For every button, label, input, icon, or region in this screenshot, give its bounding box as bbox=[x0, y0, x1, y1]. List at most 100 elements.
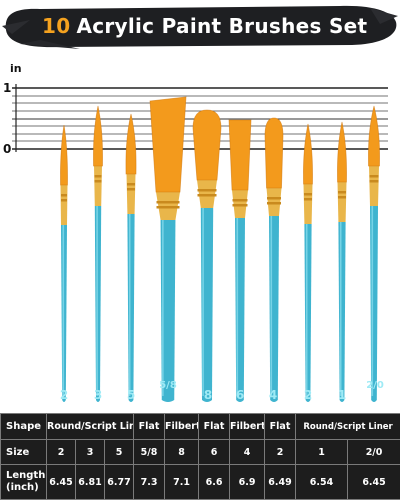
banner-title-text: Acrylic Paint Brushes Set bbox=[76, 14, 368, 38]
handle-highlight bbox=[270, 216, 273, 396]
length-header-line1: Length bbox=[6, 470, 46, 481]
brush-bristles bbox=[303, 124, 313, 184]
handle-highlight bbox=[96, 206, 98, 396]
shape-cell: Flat bbox=[264, 413, 297, 440]
size-header: Size bbox=[0, 439, 47, 465]
ferrule-crimp bbox=[94, 180, 102, 183]
brush-size-label: 5 bbox=[126, 388, 136, 402]
brush-handle bbox=[160, 220, 176, 402]
ferrule-crimp bbox=[127, 183, 135, 186]
title-banner: 10 Acrylic Paint Brushes Set bbox=[0, 0, 400, 52]
length-cell: 6.6 bbox=[198, 464, 231, 500]
ferrule-crimp bbox=[338, 191, 346, 194]
ferrule-crimp bbox=[267, 202, 281, 205]
handle-highlight bbox=[236, 218, 239, 396]
ferrule-crimp bbox=[127, 188, 135, 191]
ruler-unit-label: in bbox=[10, 62, 22, 75]
handle-highlight bbox=[62, 225, 65, 396]
bristle-outline bbox=[192, 109, 222, 181]
length-cell: 6.45 bbox=[347, 464, 400, 500]
size-cell: 5/8 bbox=[133, 439, 166, 465]
ferrule-crimp bbox=[369, 175, 379, 178]
bristle-outline bbox=[368, 105, 380, 167]
brush-bristles bbox=[150, 97, 186, 192]
size-cell: 8 bbox=[164, 439, 200, 465]
ferrule-crimp bbox=[197, 194, 217, 197]
brush-bristles bbox=[265, 118, 283, 188]
ruler bbox=[12, 84, 388, 152]
brush-bristles bbox=[193, 110, 221, 180]
ferrule-crimp bbox=[156, 201, 180, 204]
shape-cell: Flat bbox=[198, 413, 231, 440]
handle-highlight bbox=[128, 214, 131, 396]
brush-ferrule bbox=[303, 184, 313, 224]
bristle-outline bbox=[125, 113, 137, 175]
handle-highlight bbox=[305, 224, 308, 396]
brush-handle bbox=[370, 206, 378, 402]
ferrule-crimp bbox=[94, 175, 102, 178]
shape-header: Shape bbox=[0, 413, 47, 440]
ferrule-crimp bbox=[197, 189, 217, 192]
brush-handle bbox=[127, 214, 135, 402]
shape-cell: Filbert bbox=[229, 413, 266, 440]
bristle-outline bbox=[264, 117, 284, 189]
brush-size-label: 2 bbox=[303, 388, 313, 402]
brush-size-label: 8 bbox=[203, 388, 213, 402]
length-cell: 6.81 bbox=[75, 464, 105, 500]
length-cell: 6.9 bbox=[229, 464, 266, 500]
bristle-outline bbox=[93, 105, 103, 167]
ferrule-crimp bbox=[369, 180, 379, 183]
brush-stroke-banner-bg bbox=[2, 5, 398, 49]
ferrule-crimp bbox=[267, 197, 281, 200]
ruler-label-one: 1 bbox=[3, 81, 12, 95]
brush-size-label: 3 bbox=[93, 388, 103, 402]
ruler-label-zero: 0 bbox=[3, 142, 12, 156]
handle-highlight bbox=[339, 222, 342, 396]
brush-size-label: 4 bbox=[268, 388, 278, 402]
banner-title: 10 Acrylic Paint Brushes Set bbox=[42, 14, 367, 38]
size-cell: 2 bbox=[46, 439, 76, 465]
brush-count: 10 bbox=[42, 14, 71, 38]
ferrule-crimp bbox=[338, 196, 346, 199]
size-cell: 2 bbox=[264, 439, 297, 465]
brush-spec-table: Shape Round/Script Liner Flat Filbert Fl… bbox=[0, 413, 400, 500]
ferrule-crimp bbox=[156, 206, 180, 209]
bristle-outline bbox=[60, 124, 68, 186]
bristle-outline bbox=[228, 119, 252, 191]
brush-handle bbox=[94, 206, 102, 402]
size-cell: 1 bbox=[295, 439, 349, 465]
shape-cell: Filbert bbox=[164, 413, 200, 440]
size-cell: 6 bbox=[198, 439, 231, 465]
brush-ferrule bbox=[60, 185, 68, 225]
handle-highlight bbox=[371, 206, 374, 396]
size-cell: 3 bbox=[75, 439, 105, 465]
size-cell: 4 bbox=[229, 439, 266, 465]
brush-bristles bbox=[93, 106, 103, 166]
bristle-outline bbox=[303, 123, 313, 185]
brush-size-label: 2/0 bbox=[366, 380, 384, 391]
length-row: Length (inch) 6.45 6.81 6.77 7.3 7.1 6.6 … bbox=[0, 464, 400, 500]
shape-cell: Round/Script Liner bbox=[45, 413, 135, 440]
brush-bristles bbox=[229, 120, 251, 190]
size-cell: 5 bbox=[103, 439, 135, 465]
brush-ferrule bbox=[94, 166, 102, 206]
handle-highlight bbox=[162, 220, 164, 396]
length-cell: 6.77 bbox=[103, 464, 135, 500]
brush-handle bbox=[304, 224, 312, 402]
brush-set: 2 3 5 5/8 8 6 4 2 1 2/0 bbox=[0, 70, 400, 410]
ferrule-crimp bbox=[61, 199, 67, 202]
length-cell: 7.3 bbox=[133, 464, 166, 500]
length-cell: 6.45 bbox=[46, 464, 76, 500]
brush-handle bbox=[338, 222, 346, 402]
brush-bristles bbox=[125, 114, 137, 174]
ferrule-crimp bbox=[304, 198, 312, 201]
length-cell: 6.54 bbox=[295, 464, 349, 500]
shape-row: Shape Round/Script Liner Flat Filbert Fl… bbox=[0, 413, 400, 440]
size-cell: 2/0 bbox=[347, 439, 400, 465]
length-header: Length (inch) bbox=[0, 464, 47, 500]
brush-ferrule bbox=[126, 174, 136, 214]
length-header-line2: (inch) bbox=[6, 482, 39, 493]
size-row: Size 2 3 5 5/8 8 6 4 2 1 2/0 bbox=[0, 439, 400, 465]
brush-ferrule bbox=[369, 166, 379, 206]
bristle-outline bbox=[337, 121, 347, 183]
